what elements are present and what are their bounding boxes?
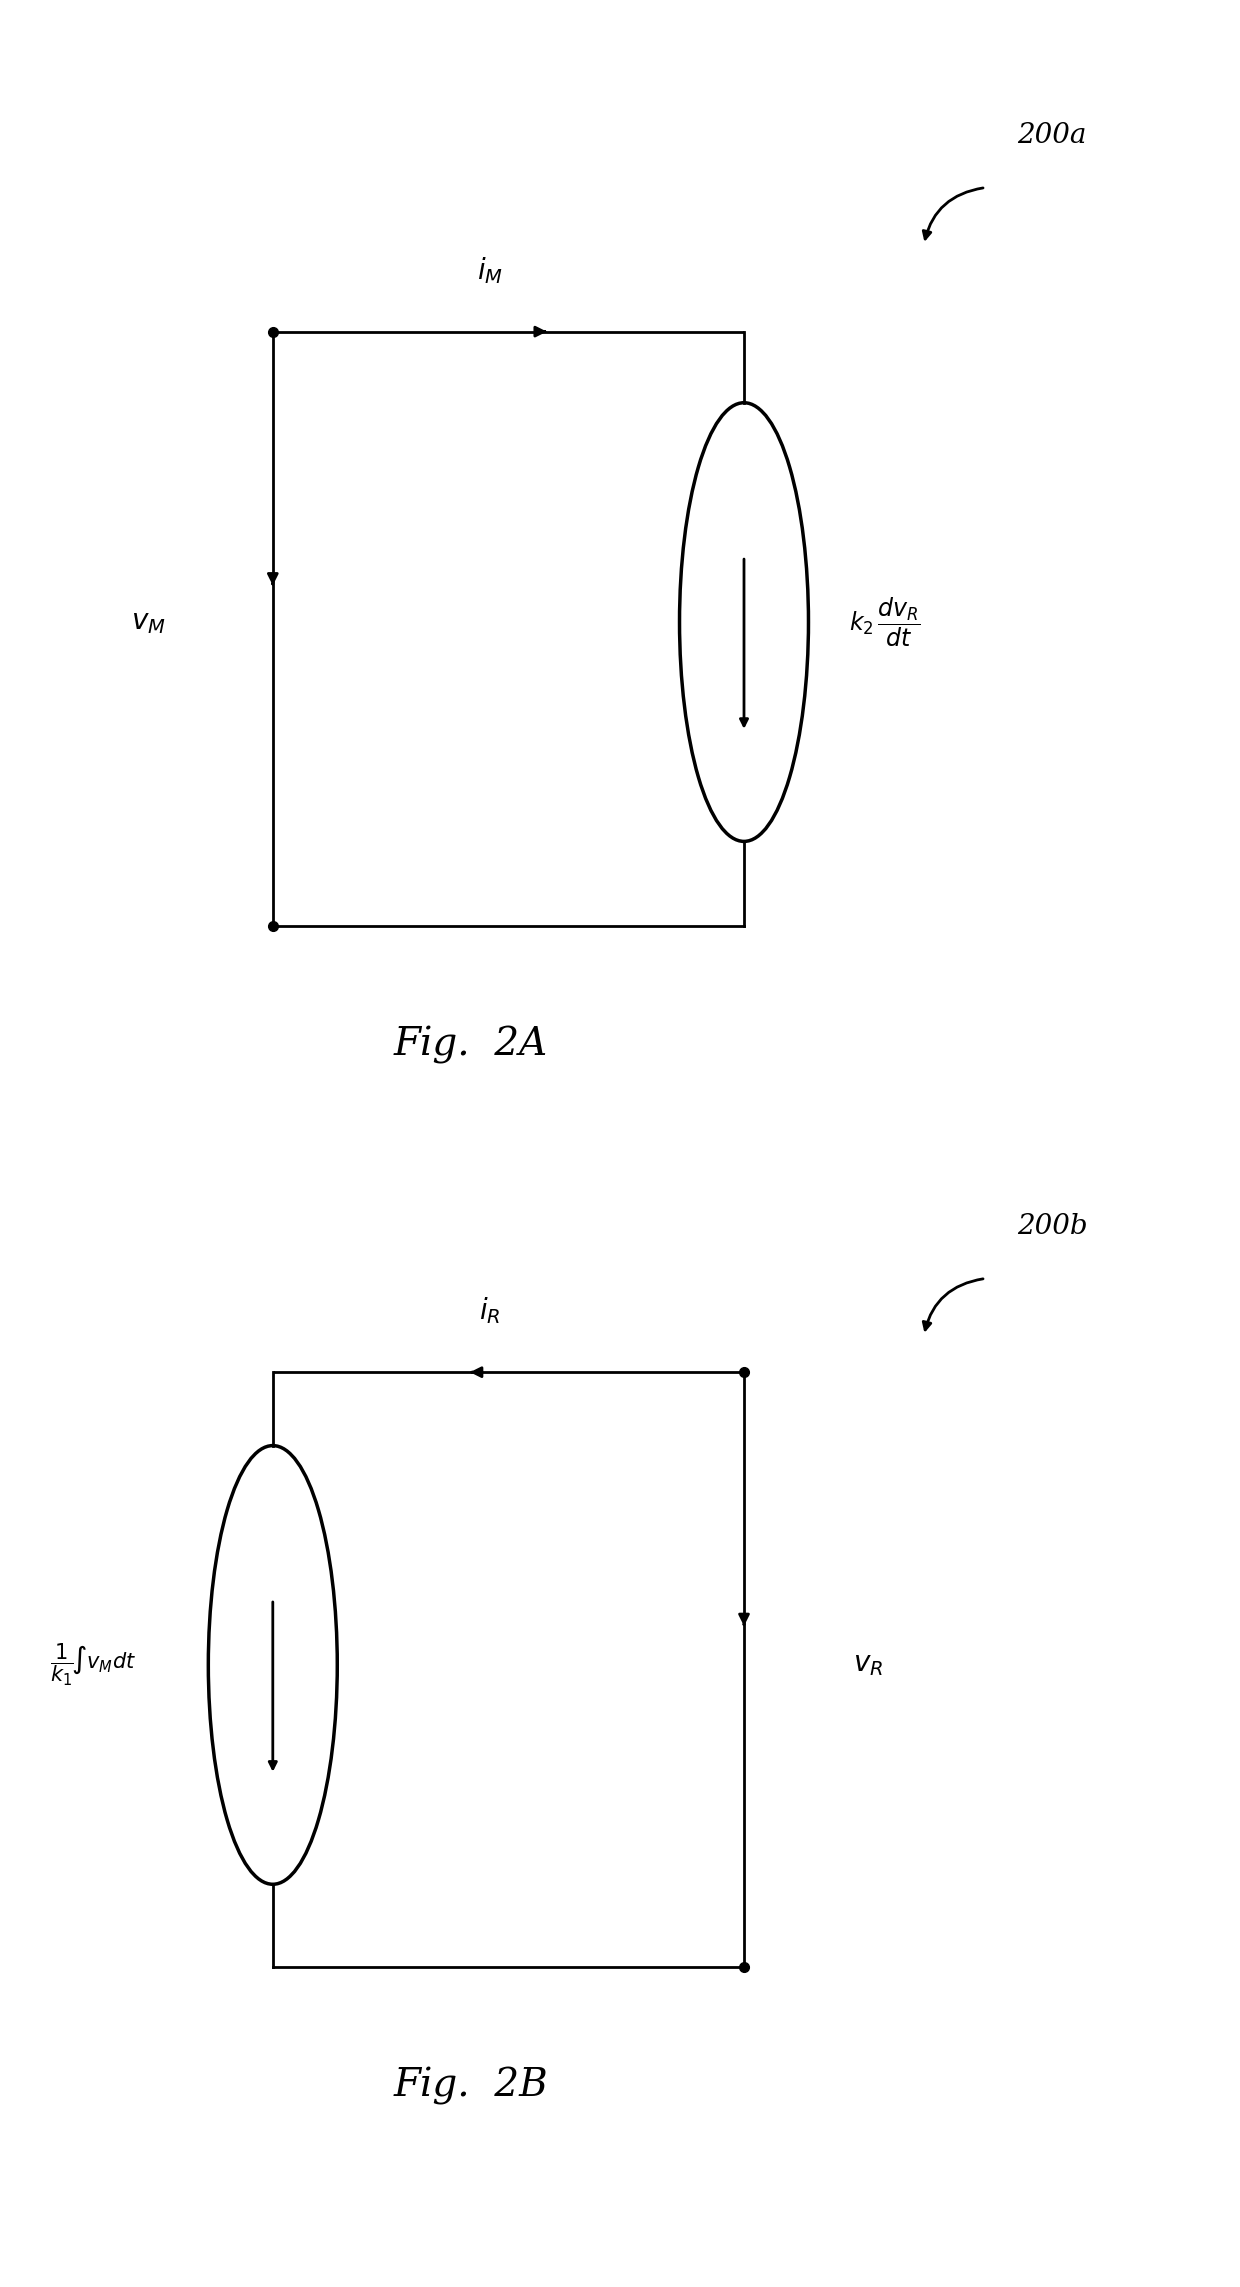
Text: 200a: 200a (1017, 121, 1086, 149)
Text: $\dfrac{1}{k_1}\!\int v_M dt$: $\dfrac{1}{k_1}\!\int v_M dt$ (50, 1642, 136, 1688)
Text: $v_M$: $v_M$ (131, 608, 166, 636)
Text: $i_R$: $i_R$ (479, 1297, 501, 1326)
Text: $v_R$: $v_R$ (853, 1651, 883, 1679)
Text: $i_M$: $i_M$ (477, 256, 502, 286)
Text: 200b: 200b (1017, 1212, 1087, 1240)
Text: $k_2\,\dfrac{dv_R}{dt}$: $k_2\,\dfrac{dv_R}{dt}$ (849, 595, 921, 650)
Text: Fig.  2A: Fig. 2A (394, 1027, 548, 1063)
Text: Fig.  2B: Fig. 2B (394, 2067, 548, 2104)
